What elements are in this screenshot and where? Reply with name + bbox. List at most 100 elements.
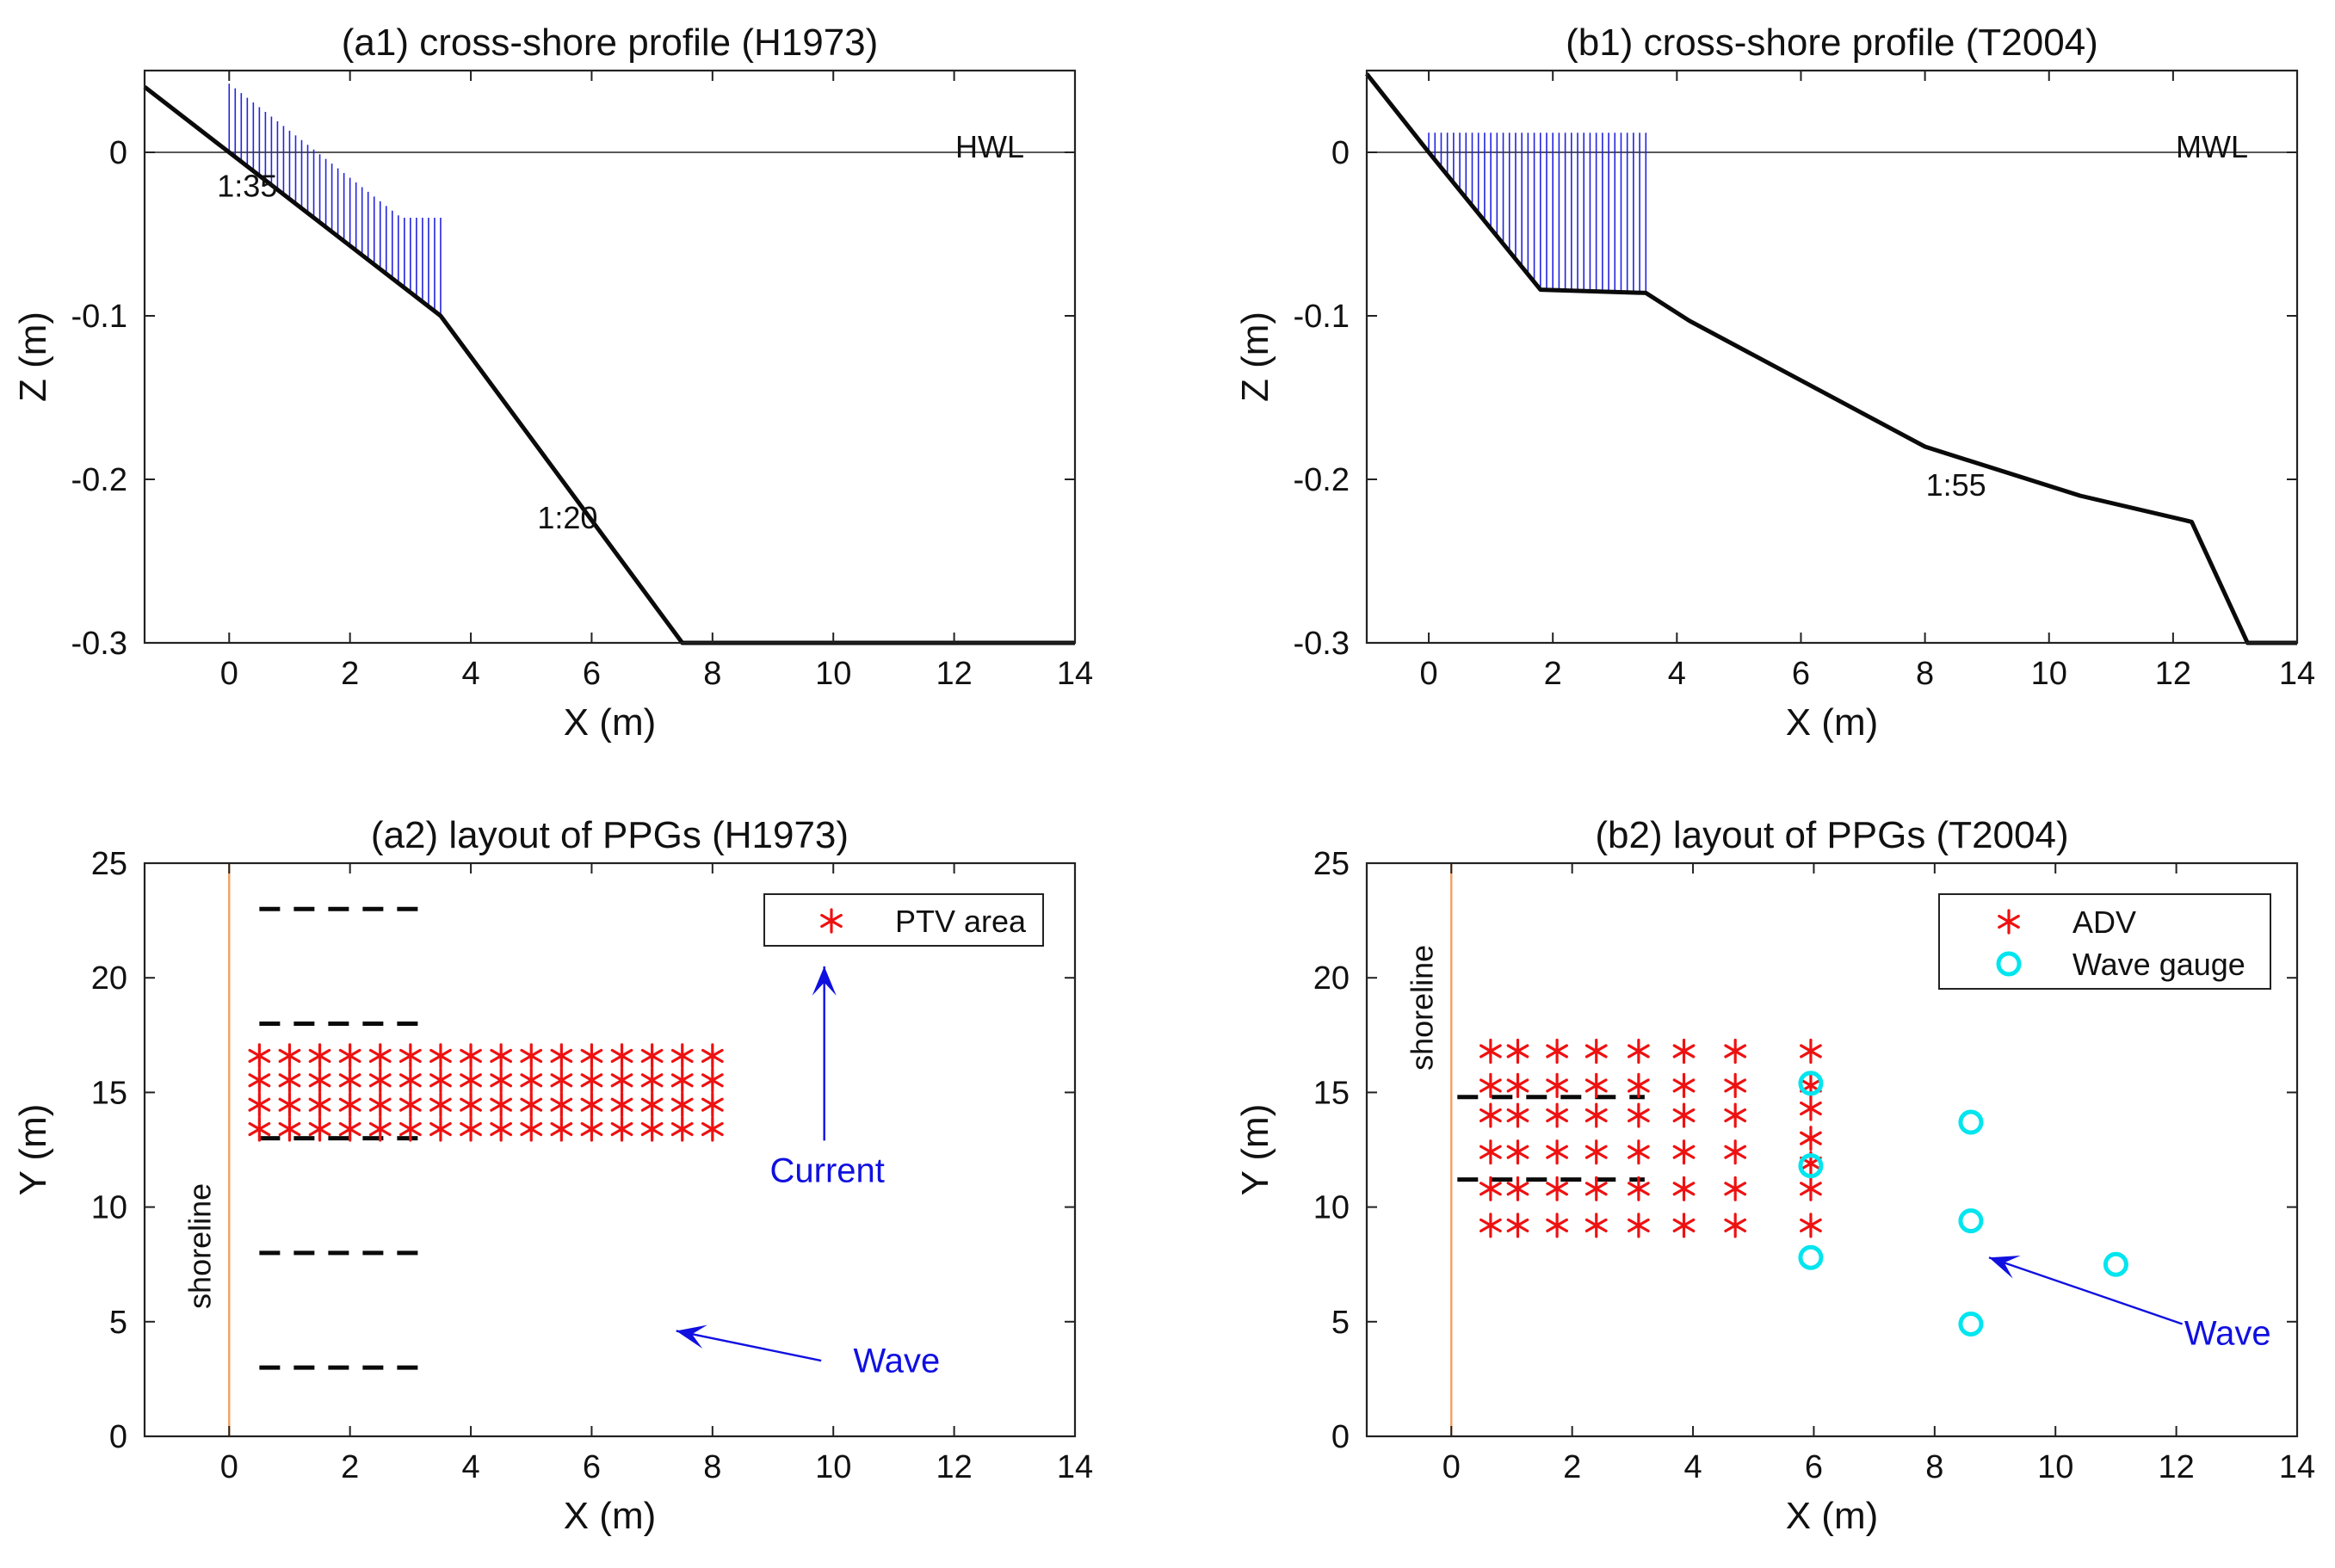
b1-xtick-label: 4 bbox=[1668, 656, 1686, 692]
a2-xtick-label: 14 bbox=[1057, 1449, 1093, 1485]
b2-xtick-label: 0 bbox=[1442, 1449, 1461, 1485]
a2-ptv-point bbox=[550, 1067, 573, 1093]
a2-ptv-point bbox=[368, 1092, 392, 1118]
b2-adv-point bbox=[1672, 1176, 1696, 1201]
a2-ytick-label: 20 bbox=[91, 960, 127, 997]
b1-xtick-label: 14 bbox=[2279, 656, 2315, 692]
a2-ptv-point bbox=[368, 1043, 392, 1069]
b2-wave-gauge-point bbox=[1798, 1153, 1824, 1179]
b2-adv-point bbox=[1584, 1176, 1608, 1201]
b1-xtick-label: 0 bbox=[1419, 656, 1437, 692]
b1-title: (b1) cross-shore profile (T2004) bbox=[1566, 22, 2098, 64]
a2-ptv-point bbox=[640, 1116, 664, 1142]
a1-xtick-label: 0 bbox=[220, 656, 238, 692]
a2-ptv-point bbox=[550, 1043, 573, 1069]
a2-wave-arrow-line bbox=[676, 1330, 822, 1362]
a2-ptv-point bbox=[429, 1067, 452, 1093]
a2-ptv-point bbox=[550, 1116, 573, 1142]
b2-ytick-label: 10 bbox=[1313, 1190, 1350, 1226]
a2-ptv-point bbox=[248, 1116, 271, 1142]
b2-adv-point bbox=[1724, 1139, 1747, 1165]
b2-adv-point bbox=[1506, 1213, 1529, 1238]
a1-axes-frame bbox=[143, 69, 1077, 645]
b2-adv-point bbox=[1584, 1102, 1608, 1128]
b2-wave-gauge-point bbox=[1958, 1208, 1984, 1234]
a1-ytick-label: -0.2 bbox=[71, 462, 127, 498]
a2-legend-ptv-marker bbox=[820, 908, 843, 934]
b2-adv-point bbox=[1724, 1038, 1747, 1065]
b2-legend: ADV Wave gauge bbox=[1938, 893, 2271, 990]
a1-ppg-measurement-lines bbox=[228, 83, 442, 316]
a2-ptv-point bbox=[308, 1043, 331, 1069]
a2-axes-frame bbox=[143, 861, 1077, 1438]
a2-ptv-point bbox=[429, 1116, 452, 1142]
a2-ptv-point bbox=[580, 1067, 603, 1093]
b2-xtick-label: 12 bbox=[2158, 1449, 2194, 1485]
b2-xtick-label: 4 bbox=[1683, 1449, 1702, 1485]
b1-y-axis-label: Z (m) bbox=[1234, 312, 1276, 402]
a2-xtick-label: 6 bbox=[583, 1449, 601, 1485]
panel-b2-ppg-layout: shoreline Wave ADV Wave gauge 0 2 4 6 8 10 12 14 0 5 1… bbox=[1234, 814, 2315, 1537]
a2-ptv-point bbox=[701, 1043, 724, 1069]
a1-title: (a1) cross-shore profile (H1973) bbox=[342, 22, 879, 64]
b1-x-axis-label: X (m) bbox=[1786, 701, 1879, 744]
b2-adv-point bbox=[1479, 1072, 1502, 1099]
b2-wave-arrow-head bbox=[1989, 1256, 2021, 1279]
b2-adv-point bbox=[1672, 1102, 1696, 1128]
a2-shoreline-label: shoreline bbox=[182, 1183, 217, 1309]
a2-ptv-point bbox=[520, 1067, 543, 1093]
b2-adv-point bbox=[1479, 1102, 1502, 1128]
a2-ptv-point bbox=[278, 1043, 301, 1069]
a2-ptv-point bbox=[701, 1067, 724, 1093]
a1-xtick-label: 10 bbox=[815, 656, 851, 692]
b2-shoreline-label: shoreline bbox=[1404, 945, 1439, 1071]
b2-adv-point bbox=[1506, 1072, 1529, 1099]
b2-ytick-label: 20 bbox=[1313, 960, 1350, 997]
a2-ptv-point bbox=[460, 1043, 482, 1069]
b2-adv-point bbox=[1672, 1072, 1696, 1099]
b2-ytick-label: 25 bbox=[1313, 846, 1350, 882]
b2-wave-gauge-point bbox=[2103, 1251, 2128, 1277]
a2-legend-ptv-label: PTV area bbox=[895, 904, 1027, 939]
a2-ptv-point bbox=[248, 1092, 271, 1118]
a2-xtick-label: 8 bbox=[703, 1449, 721, 1485]
b1-xtick-label: 2 bbox=[1544, 656, 1562, 692]
a2-ptv-point bbox=[308, 1067, 331, 1093]
a2-ptv-point bbox=[398, 1067, 422, 1093]
a1-ytick-label: 0 bbox=[109, 135, 127, 171]
a2-ptv-point bbox=[490, 1067, 513, 1093]
b2-wave-gauge-point bbox=[1798, 1244, 1824, 1270]
b2-adv-point bbox=[1546, 1038, 1568, 1065]
a2-ptv-point bbox=[368, 1067, 392, 1093]
b2-adv-point bbox=[1584, 1139, 1608, 1165]
b2-adv-point bbox=[1506, 1038, 1529, 1065]
b2-wave-gauge-point bbox=[1958, 1109, 1984, 1135]
b2-adv-point bbox=[1724, 1176, 1747, 1201]
panel-a2-ppg-layout: shoreline Current Wave PTV area 0 2 4 6 8 10 12 14 0… bbox=[12, 814, 1093, 1537]
a1-slope-label: 1:20 bbox=[537, 500, 597, 535]
a2-current-label: Current bbox=[770, 1151, 885, 1189]
a2-ptv-point bbox=[338, 1116, 361, 1142]
b2-adv-point bbox=[1628, 1176, 1650, 1201]
a2-ptv-point bbox=[610, 1043, 633, 1069]
panel-b1-cross-shore-profile: MWL 1:55 0 2 4 6 8 10 12 14 0 -0.1 -0.2 -0.3 X (m) Z (m… bbox=[1234, 22, 2315, 744]
b1-axes-frame bbox=[1365, 69, 2299, 645]
b2-ytick-label: 0 bbox=[1331, 1419, 1350, 1455]
b2-adv-point bbox=[1800, 1126, 1822, 1151]
a1-xtick-label: 4 bbox=[461, 656, 479, 692]
b2-adv-point bbox=[1584, 1038, 1608, 1065]
a2-xtick-label: 10 bbox=[815, 1449, 851, 1485]
a2-ptv-point bbox=[670, 1092, 694, 1118]
a2-ptv-point bbox=[248, 1067, 271, 1093]
b1-slope-label: 1:55 bbox=[1926, 467, 1986, 503]
a2-ytick-label: 0 bbox=[109, 1419, 127, 1455]
b2-xtick-label: 14 bbox=[2279, 1449, 2315, 1485]
b1-ytick-label: 0 bbox=[1331, 135, 1350, 171]
a2-ytick-label: 10 bbox=[91, 1190, 127, 1226]
a2-ptv-point bbox=[670, 1116, 694, 1142]
b2-adv-point bbox=[1800, 1038, 1822, 1065]
a2-ptv-point bbox=[610, 1116, 633, 1142]
a2-ptv-point bbox=[490, 1092, 513, 1118]
b2-adv-point bbox=[1479, 1213, 1502, 1238]
b2-adv-point bbox=[1584, 1072, 1608, 1099]
